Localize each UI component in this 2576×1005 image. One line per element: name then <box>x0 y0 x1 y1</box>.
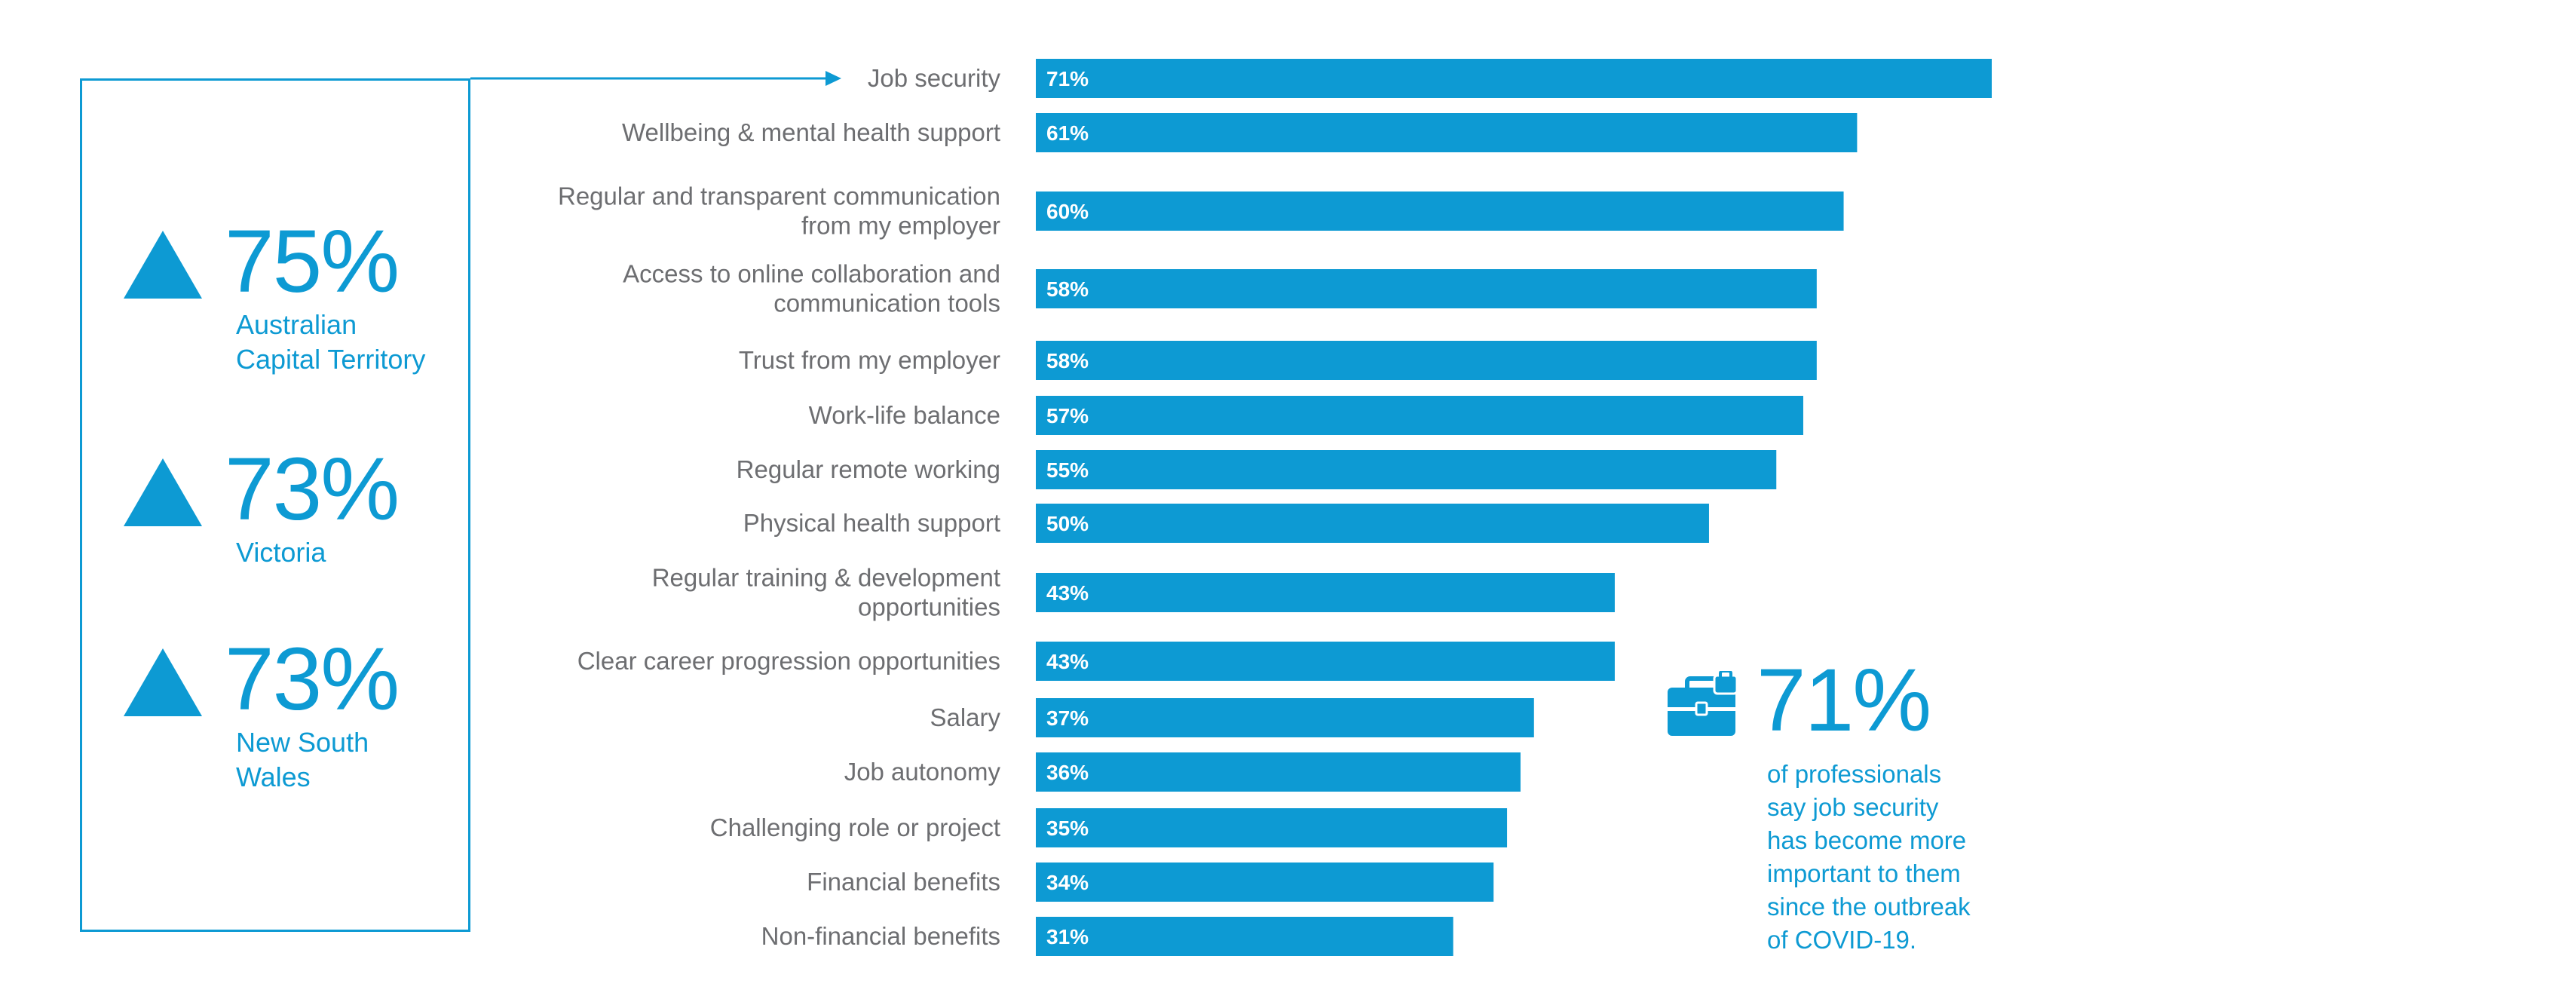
region-name-line: Victoria <box>236 537 326 568</box>
callout-text-line: has become more <box>1767 826 1967 854</box>
bar-value-label: 61% <box>1046 121 1089 145</box>
chart-bar <box>1036 192 1844 231</box>
bar-value-label: 55% <box>1046 458 1089 482</box>
callout-text-line: important to them <box>1767 859 1961 887</box>
region-name-line: Capital Territory <box>236 344 426 375</box>
callout-text-line: say job security <box>1767 793 1939 821</box>
region-name: New South Wales <box>236 725 477 795</box>
chart-bar <box>1036 269 1817 308</box>
region-pct: 75% <box>225 212 400 311</box>
category-label: Trust from my employer <box>739 346 1000 374</box>
briefcase-icon <box>1668 671 1738 736</box>
callout-text-line: of professionals <box>1767 760 1942 788</box>
bar-value-label: 50% <box>1046 512 1089 535</box>
region-name: Victoria <box>236 535 477 570</box>
bar-value-label: 34% <box>1046 871 1089 894</box>
category-label: communication tools <box>773 290 1000 317</box>
region-name-line: Wales <box>236 761 311 792</box>
bar-value-label: 36% <box>1046 761 1089 784</box>
up-triangle-icon <box>124 231 202 299</box>
bar-value-label: 58% <box>1046 349 1089 372</box>
category-label: Financial benefits <box>807 868 1000 896</box>
category-label: Regular remote working <box>737 455 1000 483</box>
category-label: Clear career progression opportunities <box>577 647 1000 675</box>
bar-value-label: 31% <box>1046 925 1089 948</box>
category-label: Challenging role or project <box>710 813 1000 841</box>
chart-bar <box>1036 573 1615 612</box>
category-label: Access to online collaboration and <box>623 260 1000 288</box>
bar-value-label: 43% <box>1046 650 1089 673</box>
category-label: Regular and transparent communication <box>558 182 1000 210</box>
chart-bar <box>1036 113 1858 152</box>
chart-bar <box>1036 752 1521 792</box>
region-pct: 73% <box>225 630 400 729</box>
chart-bar <box>1036 642 1615 681</box>
category-label: Physical health support <box>743 509 1000 537</box>
chart-bar <box>1036 450 1777 489</box>
category-label: from my employer <box>801 212 1000 240</box>
bar-value-label: 43% <box>1046 581 1089 605</box>
up-triangle-icon <box>124 648 202 716</box>
up-triangle-icon <box>124 458 202 526</box>
bar-value-label: 60% <box>1046 200 1089 223</box>
bar-value-label: 35% <box>1046 817 1089 840</box>
bar-value-label: 37% <box>1046 706 1089 730</box>
region-name-line: Australian <box>236 309 357 340</box>
category-label: Non-financial benefits <box>761 922 1000 950</box>
chart-bar <box>1036 863 1494 902</box>
category-label: Job security <box>868 64 1001 92</box>
category-label: Work-life balance <box>809 401 1000 429</box>
callout-pct: 71% <box>1757 651 1931 750</box>
region-name: Australian Capital Territory <box>236 308 477 377</box>
callout-text-line: since the outbreak <box>1767 893 1971 921</box>
category-label: Job autonomy <box>844 758 1001 786</box>
region-name-line: New South <box>236 727 369 758</box>
region-highlight-box <box>80 78 470 932</box>
chart-bar <box>1036 396 1803 435</box>
region-pct: 73% <box>225 440 400 539</box>
bar-value-label: 58% <box>1046 277 1089 301</box>
chart-bar <box>1036 59 1992 98</box>
category-label: opportunities <box>858 593 1000 621</box>
chart-bar <box>1036 808 1508 847</box>
callout-text-line: of COVID-19. <box>1767 926 1917 954</box>
chart-bar <box>1036 698 1534 737</box>
chart-bar <box>1036 917 1453 956</box>
callout-text: of professionals say job security has be… <box>1767 758 2038 957</box>
category-label: Salary <box>930 703 1000 731</box>
category-label: Wellbeing & mental health support <box>622 118 1000 146</box>
arrowhead-icon <box>825 71 841 86</box>
chart-bar <box>1036 504 1709 543</box>
chart-bar <box>1036 341 1817 380</box>
category-label: Regular training & development <box>652 564 1000 592</box>
bar-value-label: 71% <box>1046 67 1089 90</box>
bar-value-label: 57% <box>1046 404 1089 427</box>
